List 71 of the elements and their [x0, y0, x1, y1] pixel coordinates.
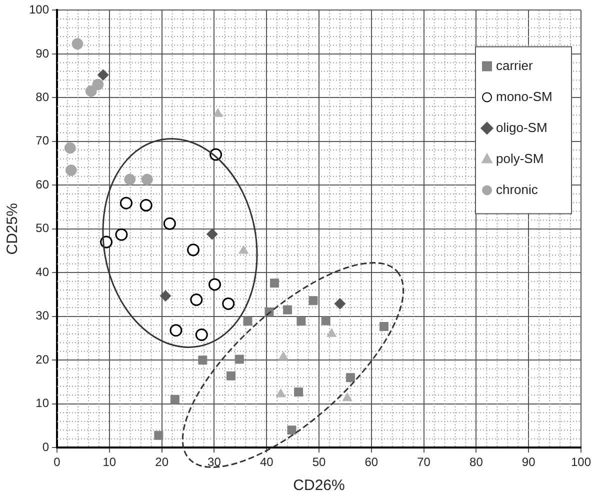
- legend-label: chronic: [496, 182, 538, 197]
- x-tick-label: 90: [522, 455, 536, 470]
- point: [238, 245, 249, 254]
- point: [270, 278, 279, 288]
- y-tick-label: 30: [36, 308, 50, 323]
- x-tick-label: 80: [470, 455, 484, 470]
- y-tick-label: 0: [42, 440, 50, 454]
- x-tick-label: 10: [102, 455, 116, 470]
- x-tick-label: 70: [417, 455, 431, 470]
- y-tick-label: 20: [36, 352, 50, 366]
- legend-label: oligo-SM: [496, 120, 548, 135]
- point: [124, 174, 136, 186]
- y-tick-label: 60: [36, 177, 50, 192]
- point: [170, 324, 182, 337]
- x-tick-label: 60: [364, 455, 378, 470]
- point: [163, 217, 176, 230]
- point: [115, 228, 128, 241]
- point: [276, 388, 286, 398]
- point: [65, 164, 77, 176]
- point: [283, 305, 292, 314]
- point: [160, 290, 172, 302]
- point: [326, 328, 337, 337]
- y-tick-label: 50: [36, 221, 50, 236]
- point: [154, 430, 164, 440]
- y-tick-label: 70: [36, 134, 50, 148]
- point: [234, 354, 244, 364]
- x-axis-title: CD26%: [293, 477, 345, 494]
- point: [64, 142, 76, 154]
- y-tick-label: 100: [28, 2, 50, 17]
- point: [321, 316, 330, 326]
- point: [187, 244, 200, 256]
- point: [120, 196, 132, 210]
- point: [190, 294, 203, 306]
- point: [212, 108, 223, 117]
- point: [379, 322, 388, 331]
- point: [222, 297, 235, 310]
- x-tick-label: 100: [570, 455, 592, 470]
- point: [296, 316, 306, 326]
- legend-label: carrier: [496, 58, 534, 73]
- point: [287, 426, 296, 435]
- point: [308, 296, 318, 306]
- y-tick-label: 40: [36, 264, 50, 279]
- point: [85, 85, 97, 97]
- point: [140, 199, 152, 212]
- x-tick-label: 0: [54, 455, 61, 470]
- legend-label: mono-SM: [496, 88, 552, 104]
- legend-label: poly-SM: [496, 150, 544, 166]
- x-tick-label: 40: [260, 455, 274, 470]
- y-axis-title: CD25%: [4, 203, 22, 255]
- point: [141, 174, 153, 186]
- x-tick-label: 20: [155, 455, 169, 470]
- x-tick-label: 50: [312, 455, 326, 470]
- point: [72, 38, 84, 50]
- point: [206, 228, 218, 240]
- point: [198, 356, 208, 365]
- point: [294, 388, 304, 397]
- y-tick-label: 80: [36, 90, 50, 104]
- point: [342, 392, 352, 402]
- y-tick-label: 90: [36, 46, 50, 60]
- point: [97, 69, 109, 81]
- point: [208, 278, 221, 291]
- point: [346, 373, 355, 382]
- point: [226, 371, 236, 380]
- point: [334, 298, 346, 310]
- point: [170, 394, 180, 404]
- y-tick-label: 10: [36, 396, 50, 410]
- point: [278, 351, 288, 360]
- point: [195, 328, 208, 341]
- x-tick-label: 30: [208, 455, 222, 470]
- point: [243, 316, 252, 326]
- point: [92, 78, 104, 90]
